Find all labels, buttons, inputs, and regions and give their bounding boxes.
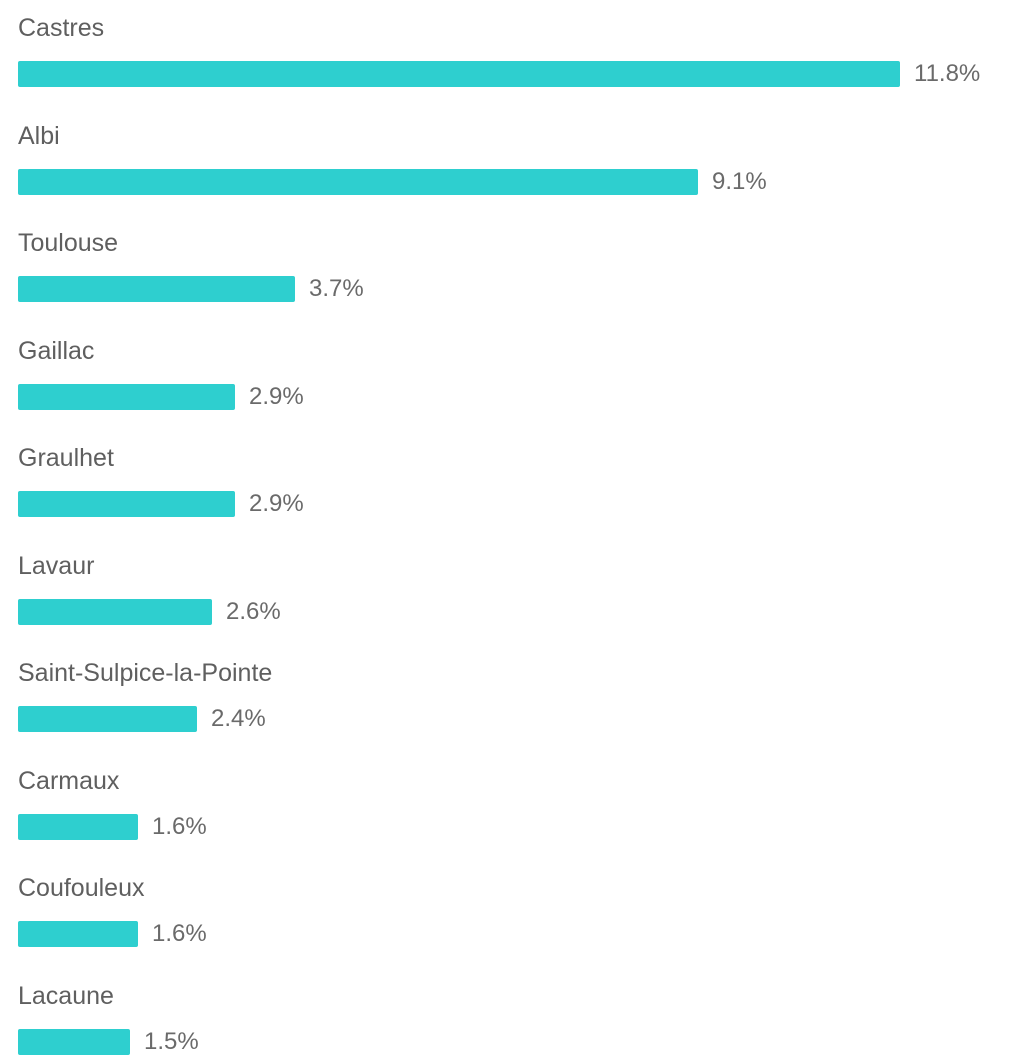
bar xyxy=(18,491,235,517)
category-label: Coufouleux xyxy=(18,874,145,902)
category-label: Castres xyxy=(18,14,105,42)
data-label: 2.9% xyxy=(249,383,304,410)
category-label: Gaillac xyxy=(18,337,95,365)
data-label: 1.6% xyxy=(152,920,207,947)
category-label: Carmaux xyxy=(18,767,120,795)
data-label: 11.8% xyxy=(914,60,981,87)
bar xyxy=(18,384,235,410)
bar xyxy=(18,706,197,732)
data-label: 1.5% xyxy=(144,1028,199,1055)
bar xyxy=(18,1029,130,1055)
category-label: Saint-Sulpice-la-Pointe xyxy=(18,659,273,687)
data-label: 2.9% xyxy=(249,490,304,517)
bar xyxy=(18,169,698,195)
category-label: Albi xyxy=(18,122,60,150)
data-label: 2.6% xyxy=(226,598,281,625)
data-label: 9.1% xyxy=(712,168,767,195)
bar xyxy=(18,61,900,87)
category-label: Lavaur xyxy=(18,552,95,580)
bar xyxy=(18,276,295,302)
bar xyxy=(18,599,212,625)
data-label: 1.6% xyxy=(152,813,207,840)
data-label: 3.7% xyxy=(309,275,364,302)
category-label: Lacaune xyxy=(18,982,114,1010)
category-label: Toulouse xyxy=(18,229,119,257)
bar xyxy=(18,814,138,840)
bar xyxy=(18,921,138,947)
category-label: Graulhet xyxy=(18,444,114,472)
data-label: 2.4% xyxy=(211,705,266,732)
